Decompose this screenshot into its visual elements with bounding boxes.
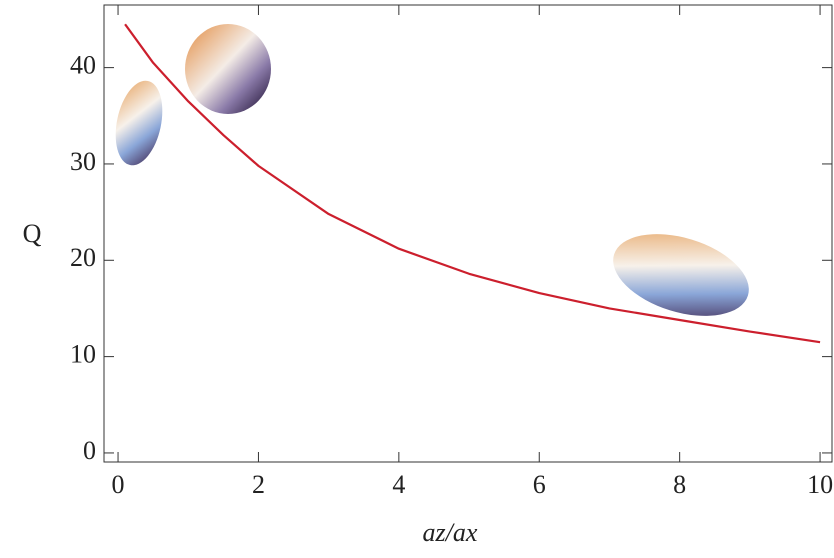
x-tick-label: 0 bbox=[112, 470, 125, 499]
ellipsoid-icon bbox=[613, 234, 749, 316]
y-tick-label: 30 bbox=[70, 147, 96, 176]
ellipsoid-icon bbox=[185, 24, 271, 114]
x-tick-label: 2 bbox=[252, 470, 265, 499]
x-tick-label: 6 bbox=[533, 470, 546, 499]
y-tick-label: 40 bbox=[70, 51, 96, 80]
x-tick-label: 8 bbox=[673, 470, 686, 499]
x-tick-label: 4 bbox=[392, 470, 405, 499]
y-tick-label: 20 bbox=[70, 243, 96, 272]
ellipsoid-icon bbox=[115, 80, 163, 166]
y-axis-label: Q bbox=[23, 219, 42, 248]
x-axis-label: az/ax bbox=[423, 518, 478, 547]
data-line bbox=[124, 23, 821, 344]
x-tick-label: 10 bbox=[807, 470, 833, 499]
y-tick-label: 10 bbox=[70, 340, 96, 369]
plot-frame bbox=[103, 4, 833, 463]
y-tick-label: 0 bbox=[83, 436, 96, 465]
